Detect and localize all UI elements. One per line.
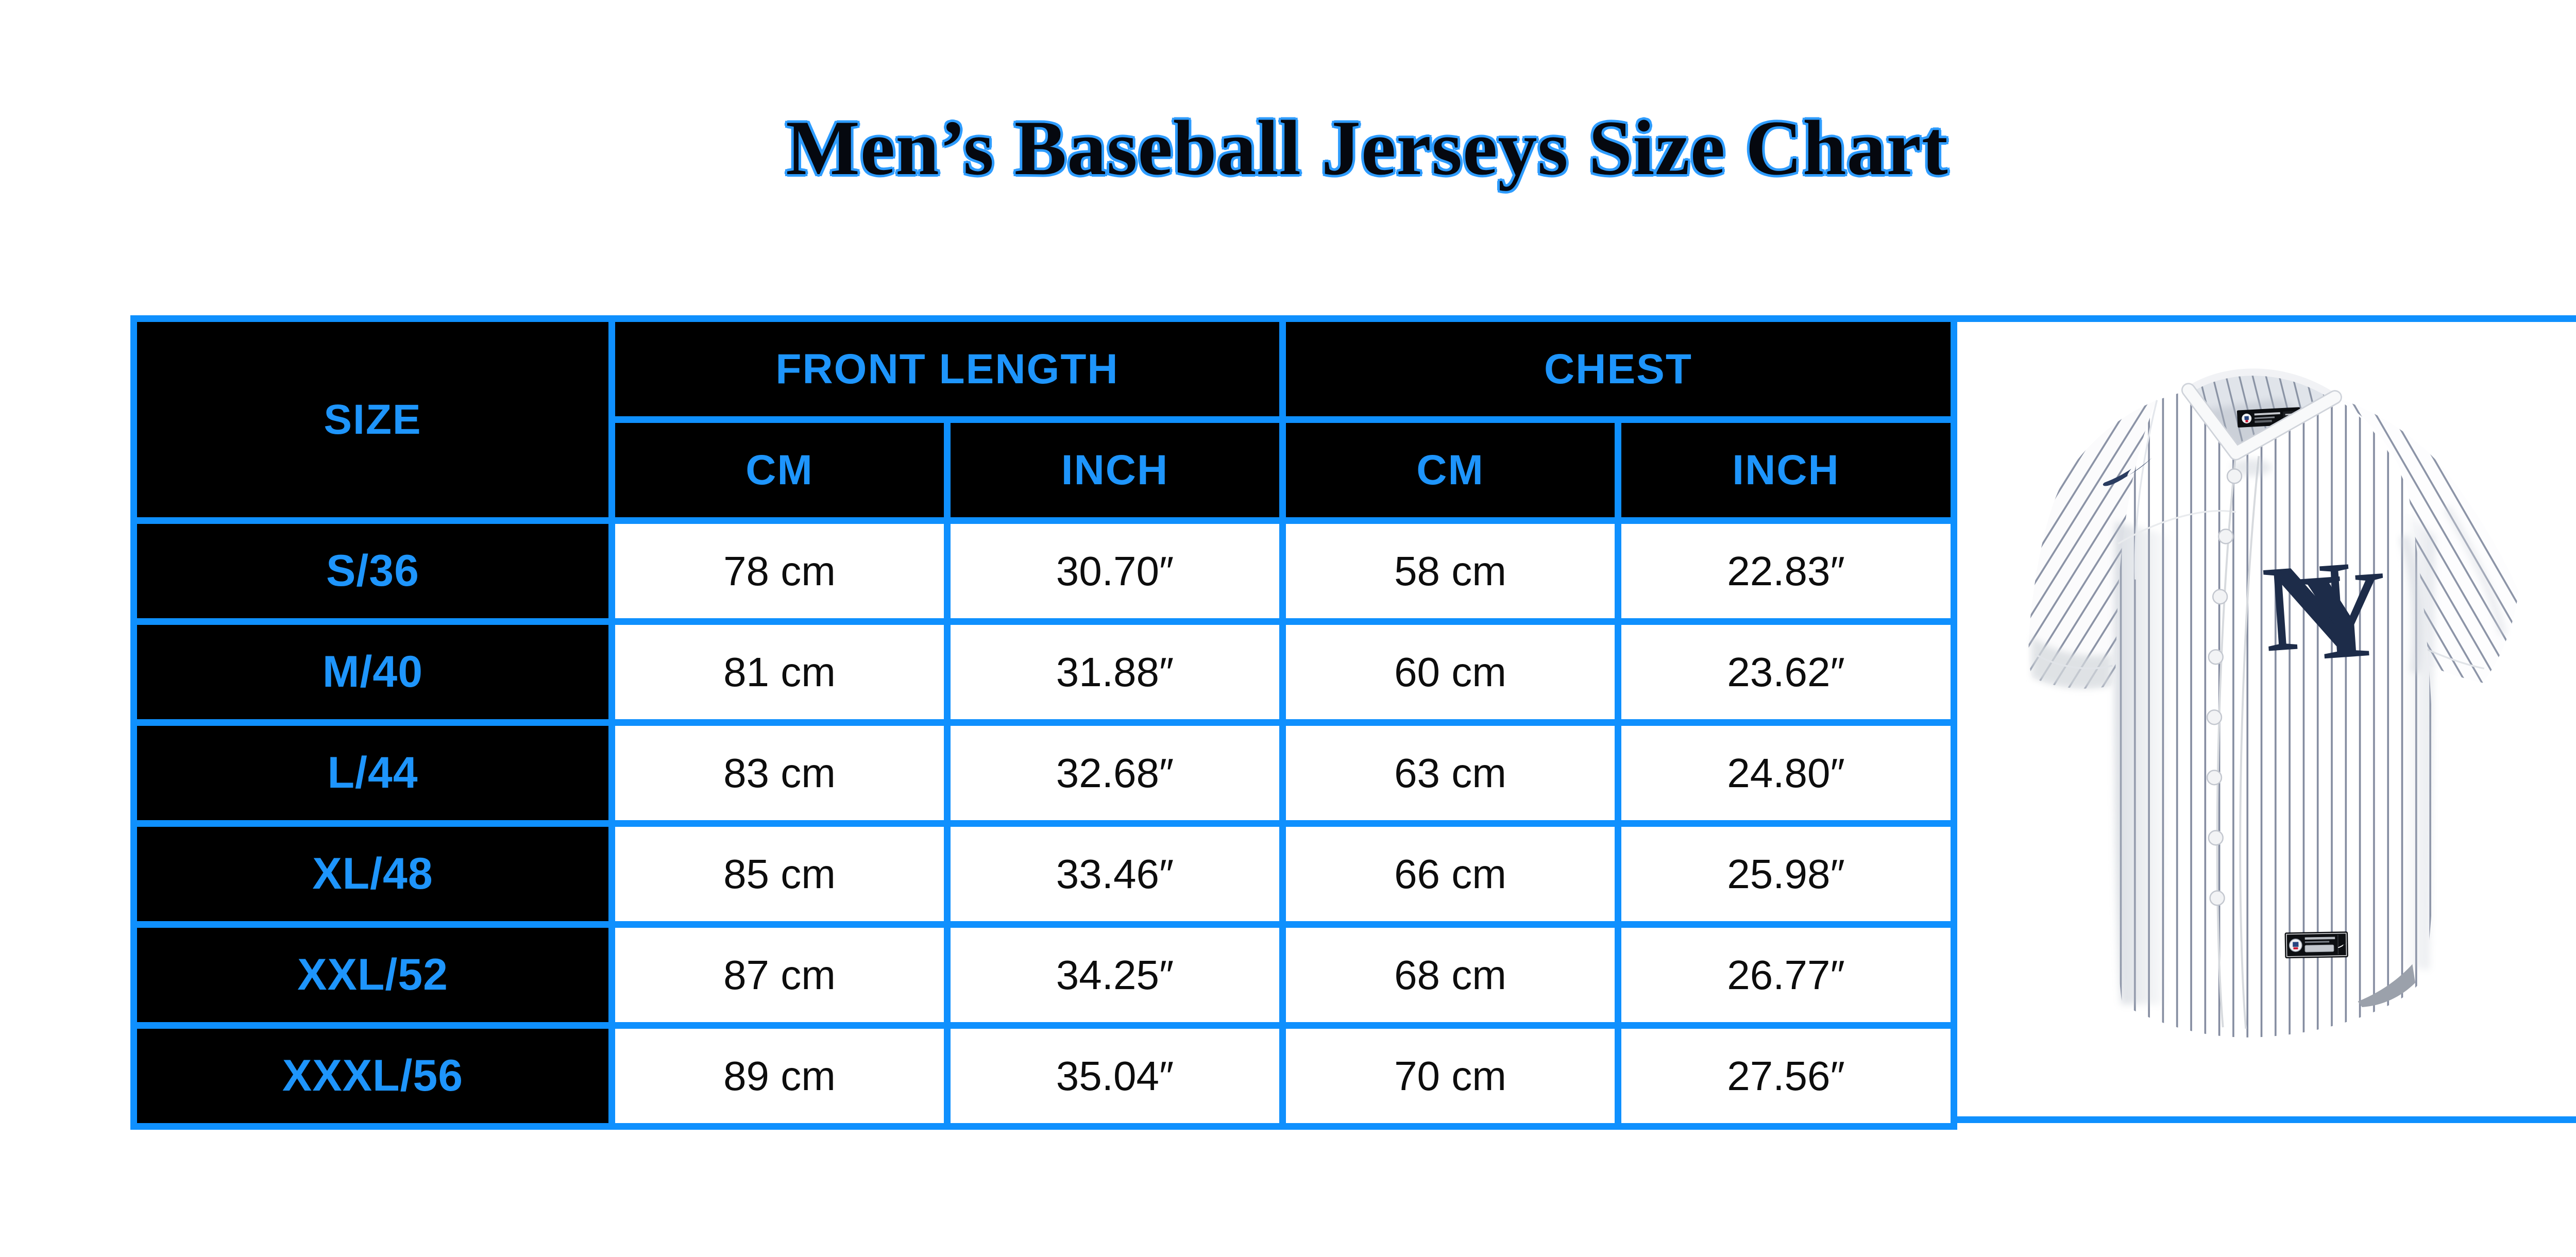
size-label: XXL/52 <box>130 921 615 1029</box>
size-chart-table: SIZE FRONT LENGTH CHEST CM INCH CM INCH … <box>130 315 1958 1130</box>
chest-cm-value: 60 cm <box>1279 618 1621 726</box>
front-cm-value: 85 cm <box>608 820 951 928</box>
table-row: S/36 78 cm 30.70″ 58 cm 22.83″ <box>130 517 1958 625</box>
size-label: M/40 <box>130 618 615 726</box>
front-inch-value: 34.25″ <box>944 921 1286 1029</box>
front-inch-value: 31.88″ <box>944 618 1286 726</box>
size-label: XXXL/56 <box>130 1022 615 1130</box>
jersey-buttons <box>2206 468 2242 906</box>
chest-cm-value: 58 cm <box>1279 517 1621 625</box>
front-cm-value: 81 cm <box>608 618 951 726</box>
header-front-length: FRONT LENGTH <box>608 315 1286 423</box>
front-inch-value: 32.68″ <box>944 719 1286 827</box>
table-header-row-2: CM INCH CM INCH <box>134 416 1958 524</box>
page-title: Men’s Baseball Jerseys Size Chart <box>786 105 1948 191</box>
front-inch-value: 33.46″ <box>944 820 1286 928</box>
table-row: L/44 83 cm 32.68″ 63 cm 24.80″ <box>130 719 1958 827</box>
jersey-image: N Y <box>2028 368 2519 1038</box>
header-front-cm: CM <box>608 416 951 524</box>
jersey-image-panel: N Y <box>1957 315 2576 1123</box>
chest-cm-value: 70 cm <box>1279 1022 1621 1130</box>
jersey-jock-tag <box>2284 931 2349 958</box>
size-label: XL/48 <box>130 820 615 928</box>
table-row: XXL/52 87 cm 34.25″ 68 cm 26.77″ <box>130 921 1958 1029</box>
size-label: S/36 <box>130 517 615 625</box>
chest-cm-value: 68 cm <box>1279 921 1621 1029</box>
chest-cm-value: 66 cm <box>1279 820 1621 928</box>
table-row: XXXL/56 89 cm 35.04″ 70 cm 27.56″ <box>130 1022 1958 1130</box>
table-row: M/40 81 cm 31.88″ 60 cm 23.62″ <box>130 618 1958 726</box>
front-cm-value: 87 cm <box>608 921 951 1029</box>
chest-inch-value: 23.62″ <box>1614 618 1958 726</box>
svg-text:Y: Y <box>2294 544 2392 686</box>
table-row: XL/48 85 cm 33.46″ 66 cm 25.98″ <box>130 820 1958 928</box>
chest-cm-value: 63 cm <box>1279 719 1621 827</box>
size-label: L/44 <box>130 719 615 827</box>
header-chest-cm: CM <box>1279 416 1621 524</box>
jersey-torso <box>2114 389 2435 1038</box>
svg-text:N: N <box>2259 535 2357 677</box>
front-cm-value: 78 cm <box>608 517 951 625</box>
chest-inch-value: 22.83″ <box>1614 517 1958 625</box>
header-chest: CHEST <box>1279 315 1958 423</box>
header-front-inch: INCH <box>944 416 1286 524</box>
chest-inch-value: 26.77″ <box>1614 921 1958 1029</box>
ny-monogram-logo: N Y <box>2259 535 2392 687</box>
table-header-row-1: SIZE FRONT LENGTH CHEST <box>130 315 1958 524</box>
chest-inch-value: 24.80″ <box>1614 719 1958 827</box>
chest-inch-value: 27.56″ <box>1614 1022 1958 1130</box>
front-cm-value: 83 cm <box>608 719 951 827</box>
size-chart-board: SIZE FRONT LENGTH CHEST CM INCH CM INCH … <box>130 315 2576 1130</box>
front-inch-value: 35.04″ <box>944 1022 1286 1130</box>
front-inch-value: 30.70″ <box>944 517 1286 625</box>
jersey-collar <box>2181 382 2342 461</box>
header-size: SIZE <box>130 315 615 524</box>
chest-inch-value: 25.98″ <box>1614 820 1958 928</box>
front-cm-value: 89 cm <box>608 1022 951 1130</box>
header-chest-inch: INCH <box>1614 416 1958 524</box>
